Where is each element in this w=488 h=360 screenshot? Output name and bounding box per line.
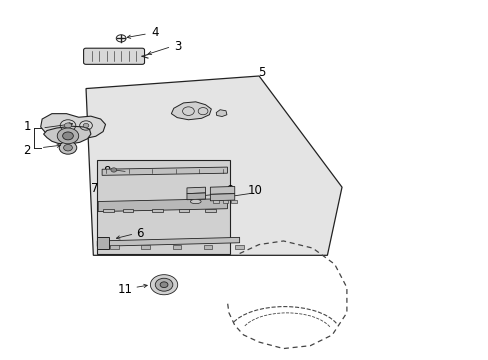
Polygon shape <box>210 194 234 201</box>
Polygon shape <box>171 102 211 120</box>
Polygon shape <box>205 209 216 212</box>
Text: 11: 11 <box>117 283 132 296</box>
Text: 8: 8 <box>103 165 111 177</box>
Polygon shape <box>98 199 227 212</box>
Circle shape <box>63 144 72 151</box>
Text: 2: 2 <box>23 144 31 157</box>
Circle shape <box>64 123 71 128</box>
Polygon shape <box>230 200 236 203</box>
Circle shape <box>59 141 77 154</box>
Circle shape <box>111 168 117 172</box>
Polygon shape <box>212 200 218 203</box>
Circle shape <box>160 282 167 288</box>
Text: 9: 9 <box>225 184 233 197</box>
Bar <box>97 160 229 253</box>
Circle shape <box>83 123 89 127</box>
Text: 4: 4 <box>151 27 158 40</box>
FancyBboxPatch shape <box>83 48 144 64</box>
Polygon shape <box>97 237 109 249</box>
Circle shape <box>62 132 73 140</box>
Ellipse shape <box>190 199 201 204</box>
Text: 10: 10 <box>247 184 262 197</box>
Polygon shape <box>216 110 226 117</box>
Polygon shape <box>86 76 341 255</box>
Circle shape <box>150 275 177 295</box>
Polygon shape <box>122 209 133 212</box>
Polygon shape <box>203 244 212 249</box>
Text: 5: 5 <box>257 66 264 79</box>
Circle shape <box>155 278 172 291</box>
Polygon shape <box>210 186 234 194</box>
Text: 6: 6 <box>136 226 143 239</box>
Circle shape <box>57 128 79 144</box>
Polygon shape <box>186 187 205 194</box>
Polygon shape <box>41 114 105 139</box>
Polygon shape <box>97 237 239 246</box>
Polygon shape <box>222 200 228 203</box>
Polygon shape <box>186 193 205 200</box>
Polygon shape <box>152 209 162 212</box>
Polygon shape <box>102 167 227 175</box>
Polygon shape <box>110 244 119 249</box>
Polygon shape <box>234 244 243 249</box>
Polygon shape <box>43 126 91 144</box>
Text: 7: 7 <box>90 183 98 195</box>
Text: 3: 3 <box>174 40 181 53</box>
Polygon shape <box>172 244 181 249</box>
Polygon shape <box>178 209 189 212</box>
Polygon shape <box>103 209 114 212</box>
Polygon shape <box>141 244 150 249</box>
Text: 1: 1 <box>23 121 31 134</box>
